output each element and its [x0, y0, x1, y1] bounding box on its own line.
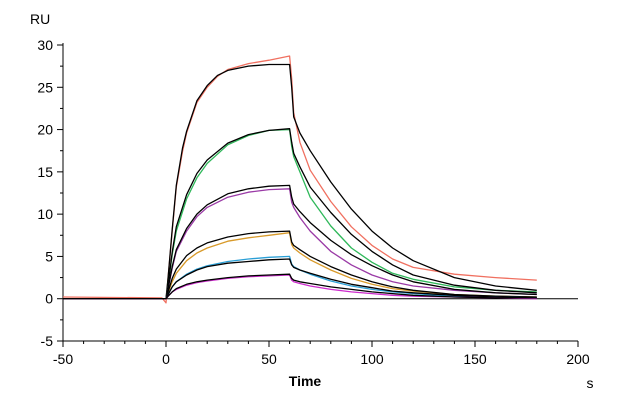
- x-tick-label: 150: [463, 351, 487, 367]
- y-tick-label: 15: [37, 164, 53, 180]
- y-tick-label: 30: [37, 37, 53, 53]
- x-tick-label: 100: [360, 351, 384, 367]
- series-line-0: [62, 55, 537, 304]
- y-tick-label: 10: [37, 206, 53, 222]
- x-tick-label: -50: [53, 351, 73, 367]
- y-tick-label: -5: [41, 333, 54, 349]
- series-line-9: [63, 258, 537, 300]
- x-tick-label: 0: [162, 351, 170, 367]
- x-tick-label: 200: [566, 351, 590, 367]
- y-tick-label: 20: [37, 122, 53, 138]
- series-line-1: [63, 63, 537, 300]
- y-tick-label: 5: [45, 248, 53, 264]
- series-line-2: [63, 128, 537, 300]
- x-axis-unit: s: [587, 375, 594, 391]
- series-line-3: [63, 128, 537, 300]
- series-line-8: [63, 255, 537, 300]
- series-line-6: [63, 232, 537, 300]
- x-tick-label: 50: [261, 351, 277, 367]
- x-axis-title: Time: [289, 373, 322, 389]
- series-line-11: [63, 273, 537, 300]
- y-tick-label: 0: [45, 291, 53, 307]
- y-tick-label: 25: [37, 79, 53, 95]
- y-axis-title: RU: [30, 11, 50, 27]
- plot-area: [62, 55, 537, 304]
- series-line-5: [63, 184, 537, 300]
- series-line-7: [63, 230, 537, 300]
